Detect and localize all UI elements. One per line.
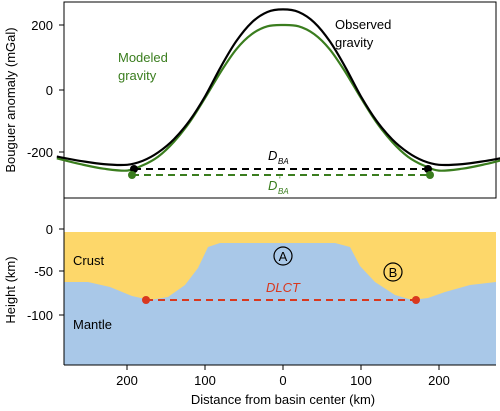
mantle-label: Mantle — [73, 317, 112, 332]
xtick-label: 200 — [116, 373, 138, 388]
observed-label-line1: Observed — [335, 17, 391, 32]
crust-label: Crust — [73, 253, 104, 268]
dba-prime-label-main: D — [268, 178, 277, 193]
dba-label: D BA — [268, 148, 289, 166]
marker-b-circle — [383, 262, 403, 282]
dlct-endpoint-right — [412, 296, 420, 304]
x-axis: 200 100 0 100 200 Distance from basin ce… — [116, 365, 450, 407]
xtick-label: 200 — [428, 373, 450, 388]
modeled-label-line2: gravity — [118, 68, 157, 83]
dba-prime-label-sup: ' — [279, 175, 281, 185]
crust-region — [64, 232, 496, 300]
dba-label-main: D — [268, 148, 277, 163]
xtick-label: 0 — [279, 373, 286, 388]
bottom-ytick-label: -100 — [27, 308, 53, 323]
marker-a-circle — [273, 246, 293, 266]
observed-label-line2: gravity — [335, 35, 374, 50]
dba-prime-label-sub: BA — [278, 187, 289, 196]
modeled-endpoint-right — [426, 171, 434, 179]
top-panel-frame — [63, 1, 497, 199]
top-ytick-label: -200 — [27, 145, 53, 160]
dlct-label: DLCT — [266, 280, 301, 295]
dba-label-sub: BA — [278, 157, 289, 166]
dba-prime-label: D ' BA — [268, 175, 289, 196]
top-ytick-label: 0 — [46, 83, 53, 98]
modeled-label-line1: Modeled — [118, 50, 168, 65]
bottom-ytick-label: 0 — [46, 222, 53, 237]
dlct-endpoint-left — [142, 296, 150, 304]
bottom-panel: 0 -50 -100 Height (km) Crust Mantle DLCT… — [3, 198, 496, 366]
xtick-label: 100 — [350, 373, 372, 388]
bottom-ylabel: Height (km) — [3, 256, 18, 323]
modeled-endpoint-left — [128, 171, 136, 179]
x-axis-label: Distance from basin center (km) — [191, 392, 375, 407]
top-ylabel: Bouguer anomaly (mGal) — [3, 27, 18, 172]
top-panel: 200 0 -200 Bouguer anomaly (mGal) Observ… — [3, 1, 500, 199]
marker-b: B — [383, 262, 403, 282]
marker-a-text: A — [279, 249, 288, 264]
modeled-gravity-line — [56, 23, 500, 172]
marker-b-text: B — [389, 265, 398, 280]
marker-a: A — [273, 246, 293, 266]
top-ytick-label: 200 — [31, 18, 53, 33]
bottom-ytick-label: -50 — [34, 264, 53, 279]
observed-gravity-line — [56, 8, 500, 167]
xtick-label: 100 — [194, 373, 216, 388]
